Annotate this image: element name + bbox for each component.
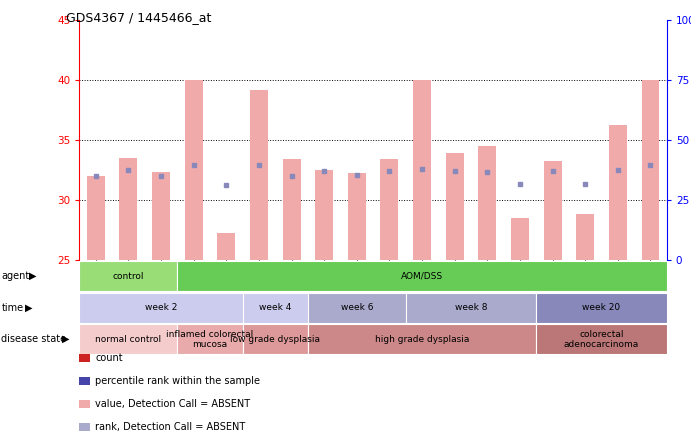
Text: time: time <box>1 303 23 313</box>
Text: week 4: week 4 <box>259 303 292 312</box>
Text: week 6: week 6 <box>341 303 373 312</box>
Bar <box>120 158 138 260</box>
Text: colorectal
adenocarcinoma: colorectal adenocarcinoma <box>564 329 639 349</box>
Text: high grade dysplasia: high grade dysplasia <box>375 335 469 344</box>
Bar <box>152 172 170 260</box>
Text: GDS4367 / 1445466_at: GDS4367 / 1445466_at <box>66 11 211 24</box>
Text: week 8: week 8 <box>455 303 487 312</box>
Bar <box>641 80 659 260</box>
Bar <box>446 153 464 260</box>
Text: ▶: ▶ <box>62 334 70 344</box>
Text: AOM/DSS: AOM/DSS <box>401 272 443 281</box>
Text: normal control: normal control <box>95 335 162 344</box>
Text: week 2: week 2 <box>145 303 177 312</box>
Text: value, Detection Call = ABSENT: value, Detection Call = ABSENT <box>95 399 250 409</box>
Text: count: count <box>95 353 123 363</box>
Bar <box>381 159 399 260</box>
Bar <box>218 234 235 260</box>
Bar <box>511 218 529 260</box>
Bar <box>250 90 268 260</box>
Bar <box>283 159 301 260</box>
Text: ▶: ▶ <box>25 303 32 313</box>
Bar <box>478 146 496 260</box>
Text: week 20: week 20 <box>583 303 621 312</box>
Text: ▶: ▶ <box>29 271 37 281</box>
Text: inflamed colorectal
mucosa: inflamed colorectal mucosa <box>167 329 254 349</box>
Bar <box>315 170 333 260</box>
Bar <box>87 176 105 260</box>
Text: low grade dysplasia: low grade dysplasia <box>230 335 320 344</box>
Text: control: control <box>113 272 144 281</box>
Text: rank, Detection Call = ABSENT: rank, Detection Call = ABSENT <box>95 422 245 432</box>
Bar <box>609 126 627 260</box>
Text: percentile rank within the sample: percentile rank within the sample <box>95 376 261 386</box>
Text: disease state: disease state <box>1 334 66 344</box>
Bar <box>413 80 431 260</box>
Bar <box>576 214 594 260</box>
Bar <box>348 174 366 260</box>
Bar <box>544 162 562 260</box>
Bar <box>184 80 202 260</box>
Text: agent: agent <box>1 271 30 281</box>
